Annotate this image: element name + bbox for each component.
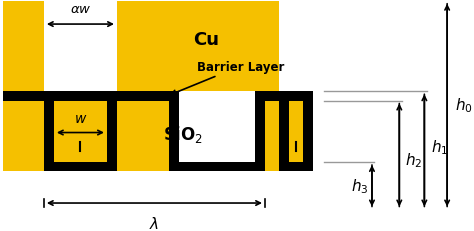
Bar	[54, 101, 107, 162]
Bar	[279, 2, 313, 92]
Bar	[44, 101, 117, 172]
Bar	[169, 92, 265, 101]
Text: $h_1$: $h_1$	[431, 137, 448, 156]
Bar	[3, 92, 313, 101]
Bar	[3, 101, 313, 172]
Bar	[3, 172, 313, 210]
Text: Barrier Layer: Barrier Layer	[171, 61, 284, 95]
Bar	[289, 101, 303, 162]
Text: $w$: $w$	[74, 112, 87, 125]
Text: $h_0$: $h_0$	[456, 96, 473, 115]
Text: $\alpha w$: $\alpha w$	[70, 3, 91, 16]
Text: $h_3$: $h_3$	[352, 177, 369, 195]
Bar	[179, 92, 255, 162]
Text: Cu: Cu	[193, 31, 219, 49]
Bar	[3, 2, 313, 92]
Bar	[169, 92, 265, 172]
Text: SiO$_2$: SiO$_2$	[163, 124, 203, 144]
Bar	[279, 162, 313, 172]
Text: $h_2$: $h_2$	[405, 150, 422, 169]
Text: $\lambda$: $\lambda$	[149, 215, 160, 231]
Bar	[44, 2, 117, 92]
Bar	[44, 162, 117, 172]
Bar	[279, 101, 313, 172]
